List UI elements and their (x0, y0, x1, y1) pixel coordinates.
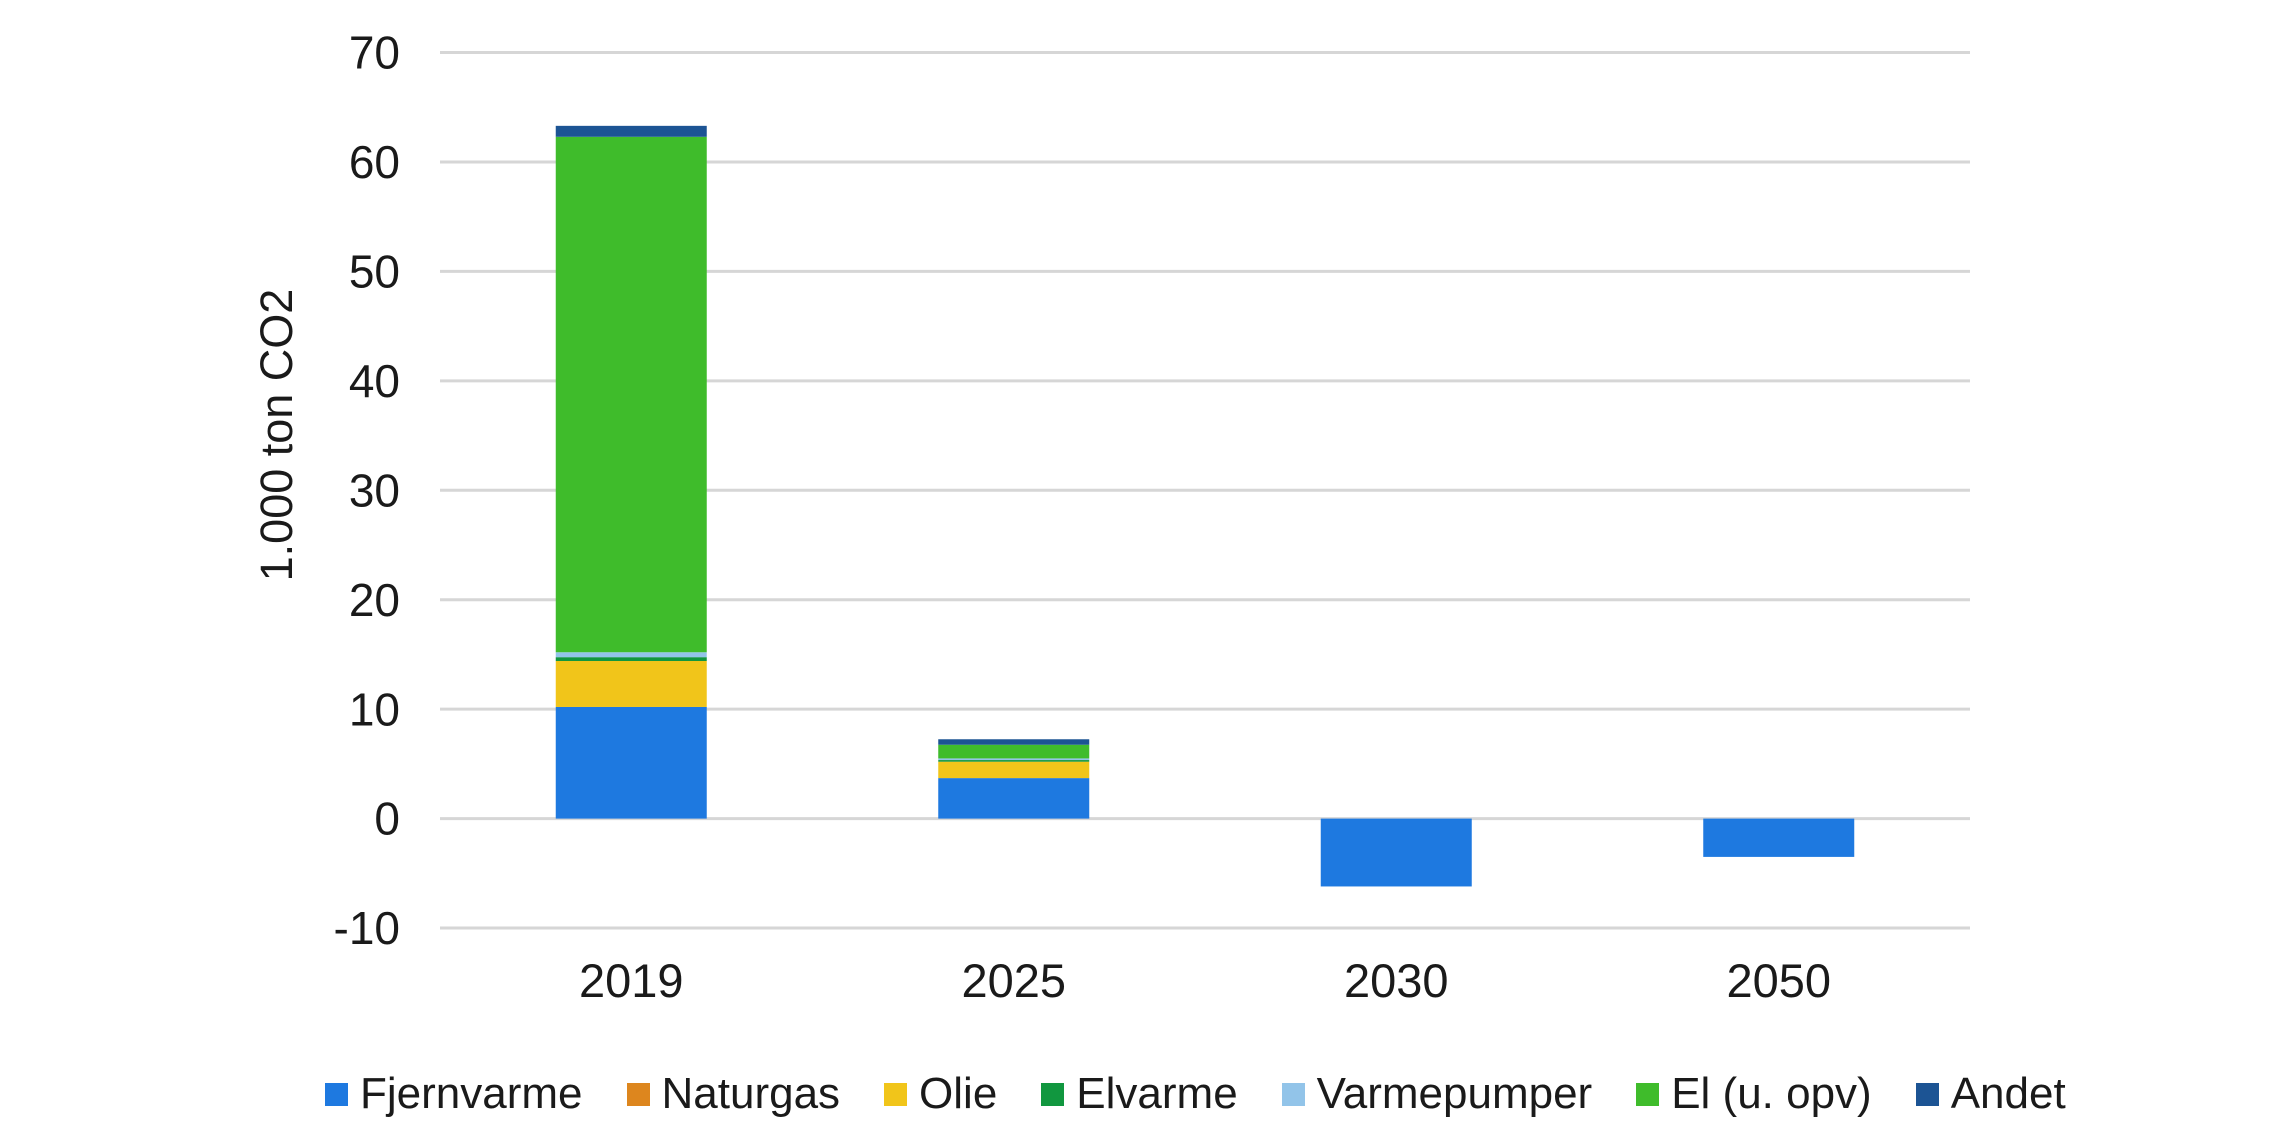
legend-label-elvarme: Elvarme (1076, 1069, 1238, 1118)
bar-segment-el-u-opv-2019[interactable] (555, 136, 707, 653)
legend-item-andet: Andet (1915, 1069, 2066, 1118)
y-axis-title: 1.000 ton CO2 (251, 289, 302, 582)
legend-color-swatch-el-u-opv (1636, 1082, 1660, 1106)
legend-color-swatch-elvarme (1041, 1082, 1065, 1106)
y-tick-label-0: 0 (374, 793, 400, 845)
legend-color-swatch-andet (1915, 1082, 1939, 1106)
legend-color-swatch-fjernvarme (325, 1082, 348, 1106)
y-tick-label-70: 70 (349, 27, 400, 79)
x-axis-label-2025: 2025 (961, 954, 1066, 1007)
legend-label-varmepumper: Varmepumper (1316, 1069, 1593, 1118)
y-tick-label-30: 30 (349, 464, 400, 516)
legend-label-el-u-opv: El (u. opv) (1671, 1069, 1872, 1118)
chart-legend: Fjernvarme Naturgas Olie Elvarme Varmepumper… (325, 1072, 2066, 1116)
bar-segment-varmepumper-2025[interactable] (938, 758, 1090, 761)
bar-segment-fjernvarme-2019[interactable] (555, 706, 707, 819)
bar-segment-olie-2025[interactable] (938, 761, 1090, 779)
bar-segment-fjernvarme-2025[interactable] (938, 778, 1090, 819)
legend-item-naturgas: Naturgas (626, 1069, 841, 1118)
legend-item-fjernvarme: Fjernvarme (325, 1072, 583, 1116)
y-tick-label-20: 20 (349, 574, 400, 626)
y-tick-label-60: 60 (349, 136, 400, 188)
y-tick-label--10: -10 (334, 902, 400, 954)
axis-layer: 70 60 50 40 30 20 10 0 -10 2019 2025 2030 2050 (334, 27, 1832, 1007)
bar-segment-fjernvarme-2050[interactable] (1703, 818, 1855, 857)
bar-segment-olie-2019[interactable] (555, 661, 707, 707)
y-tick-label-50: 50 (349, 246, 400, 298)
legend-label-olie: Olie (919, 1069, 998, 1118)
bar-segment-andet-2019[interactable] (555, 125, 707, 137)
legend-item-varmepumper: Varmepumper (1281, 1069, 1593, 1118)
x-axis-label-2030: 2030 (1344, 954, 1449, 1007)
bar-segment-andet-2025[interactable] (938, 739, 1090, 745)
legend-color-swatch-olie (884, 1082, 908, 1106)
legend-item-elvarme: Elvarme (1041, 1069, 1238, 1118)
y-tick-label-10: 10 (349, 683, 400, 735)
x-axis-label-2019: 2019 (579, 954, 684, 1007)
bar-layer (555, 125, 1855, 887)
legend-item-olie: Olie (884, 1072, 997, 1116)
y-tick-label-40: 40 (349, 355, 400, 407)
legend-color-swatch-varmepumper (1281, 1082, 1305, 1106)
bar-segment-varmepumper-2019[interactable] (555, 652, 707, 658)
bar-segment-el-u-opv-2025[interactable] (938, 744, 1090, 759)
x-axis-label-2050: 2050 (1726, 954, 1831, 1007)
bar-segment-elvarme-2019[interactable] (555, 657, 707, 662)
legend-label-naturgas: Naturgas (661, 1069, 841, 1118)
legend-label-andet: Andet (1950, 1069, 2066, 1118)
bar-segment-elvarme-2025[interactable] (938, 760, 1090, 762)
legend-item-el-u-opv: El (u. opv) (1636, 1072, 1872, 1116)
legend-label-fjernvarme: Fjernvarme (360, 1069, 583, 1118)
bar-segment-fjernvarme-2030[interactable] (1320, 818, 1472, 887)
legend-color-swatch-naturgas (626, 1082, 650, 1106)
